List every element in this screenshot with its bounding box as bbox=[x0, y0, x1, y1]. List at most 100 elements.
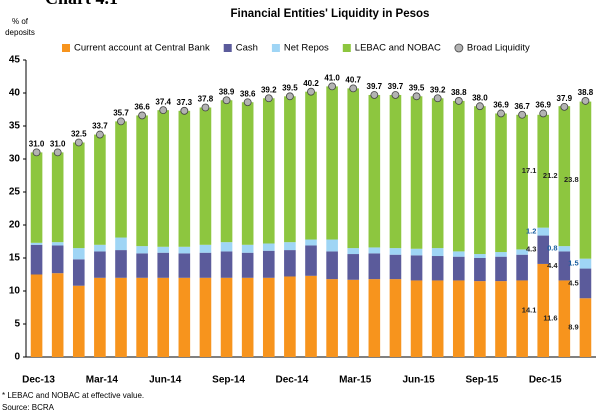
broad-liquidity-dot bbox=[497, 109, 505, 118]
bar-segment bbox=[284, 276, 296, 357]
bar-segment bbox=[30, 274, 43, 357]
value-label: 1.5 bbox=[568, 259, 578, 268]
bar-segment bbox=[178, 253, 191, 278]
bar-segment bbox=[579, 258, 592, 269]
bar-segment bbox=[284, 96, 296, 243]
bar-segment bbox=[474, 258, 486, 282]
bar-segment bbox=[51, 245, 64, 274]
y-tick-label: 35 bbox=[9, 121, 21, 132]
y-tick-label: 30 bbox=[9, 154, 21, 165]
broad-liquidity-dot bbox=[95, 130, 104, 139]
bar-segment bbox=[347, 88, 360, 249]
bar-segment bbox=[51, 242, 64, 246]
y-axis-label: % of bbox=[12, 17, 29, 26]
legend-swatch bbox=[271, 44, 280, 52]
bar-segment bbox=[136, 277, 148, 357]
bar-segment bbox=[30, 242, 43, 245]
bar-segment bbox=[347, 279, 360, 357]
bar-segment bbox=[199, 244, 212, 253]
bar-segment bbox=[94, 251, 106, 278]
bar-segment bbox=[199, 252, 212, 278]
bar-segment bbox=[579, 298, 592, 357]
bar-segment bbox=[410, 255, 423, 281]
legend-swatch bbox=[342, 44, 351, 52]
x-tick-label: Dec-14 bbox=[275, 375, 308, 386]
source: Source: BCRA bbox=[2, 403, 55, 412]
bar-segment bbox=[136, 115, 148, 247]
bar-segment bbox=[115, 250, 127, 278]
bar-segment bbox=[72, 142, 85, 249]
broad-liquidity-dot bbox=[412, 92, 421, 101]
bar-segment bbox=[157, 246, 170, 253]
bar-segment bbox=[431, 248, 444, 257]
bar-segment bbox=[558, 106, 571, 247]
x-tick-label: Sep-14 bbox=[212, 375, 245, 386]
footnote: * LEBAC and NOBAC at effective value. bbox=[2, 391, 144, 400]
bar-segment bbox=[157, 277, 170, 357]
y-tick-label: 15 bbox=[9, 253, 21, 264]
value-label: 31.0 bbox=[29, 140, 45, 149]
broad-liquidity-dot bbox=[370, 91, 379, 99]
value-label: 38.6 bbox=[240, 89, 256, 98]
x-tick-label: Jun-14 bbox=[149, 375, 182, 386]
bar-segment bbox=[389, 279, 402, 357]
bar-segment bbox=[431, 280, 444, 357]
bar-segment bbox=[516, 254, 528, 281]
broad-liquidity-dot bbox=[539, 109, 548, 118]
bar-segment bbox=[368, 94, 381, 248]
value-label: 39.7 bbox=[367, 82, 383, 91]
value-label: 37.8 bbox=[198, 95, 214, 104]
value-label: 4.3 bbox=[526, 245, 536, 254]
broad-liquidity-dot bbox=[264, 94, 273, 103]
value-label: 33.7 bbox=[92, 122, 108, 131]
x-tick-label: Mar-15 bbox=[339, 375, 372, 386]
bar-segment bbox=[199, 277, 212, 357]
bar-segment bbox=[495, 113, 507, 253]
value-label: 38.8 bbox=[578, 88, 594, 97]
bar-segment bbox=[262, 243, 275, 251]
bar-segment bbox=[220, 251, 233, 278]
bar-segment bbox=[241, 277, 254, 357]
bar-segment bbox=[136, 253, 148, 278]
bar-segment bbox=[241, 244, 254, 253]
bar-segment bbox=[326, 279, 338, 357]
bar-segment bbox=[72, 248, 85, 260]
y-tick-label: 0 bbox=[14, 352, 20, 363]
broad-liquidity-dot bbox=[180, 106, 189, 115]
value-label: 39.5 bbox=[282, 83, 298, 92]
chart-number: Chart 4.1 bbox=[45, 0, 118, 8]
bar-segment bbox=[220, 100, 233, 243]
x-tick-label: Mar-14 bbox=[86, 375, 119, 386]
bar-segment bbox=[178, 277, 191, 357]
x-tick-label: Jun-15 bbox=[402, 375, 435, 386]
bar-segment bbox=[157, 252, 170, 278]
bar-segment bbox=[579, 268, 592, 299]
bar-segment bbox=[495, 252, 507, 257]
legend-swatch bbox=[454, 43, 464, 53]
value-label: 31.0 bbox=[50, 140, 66, 149]
bar-segment bbox=[537, 263, 550, 357]
broad-liquidity-dot bbox=[475, 102, 484, 111]
x-tick-label: Dec-15 bbox=[529, 375, 562, 386]
bar-segment bbox=[51, 273, 64, 357]
bar-segment bbox=[115, 277, 127, 357]
value-label: 35.7 bbox=[113, 108, 129, 117]
value-label: 36.9 bbox=[493, 101, 509, 110]
bar-segment bbox=[72, 285, 85, 357]
value-label: 39.7 bbox=[388, 82, 404, 91]
bar-segment bbox=[452, 100, 465, 252]
bar-segment bbox=[410, 280, 423, 357]
value-label: 21.2 bbox=[543, 171, 558, 180]
value-label: 40.2 bbox=[303, 79, 319, 88]
legend-label: Cash bbox=[236, 43, 258, 54]
broad-liquidity-dot bbox=[581, 97, 590, 105]
bar-segment bbox=[284, 250, 296, 277]
broad-liquidity-dot bbox=[454, 97, 463, 105]
value-label: 37.3 bbox=[177, 98, 193, 107]
bar-segment bbox=[220, 242, 233, 252]
bar-segment bbox=[30, 152, 43, 243]
bar-segment bbox=[199, 107, 212, 245]
bar-segment bbox=[347, 248, 360, 255]
value-label: 4.5 bbox=[568, 278, 578, 287]
